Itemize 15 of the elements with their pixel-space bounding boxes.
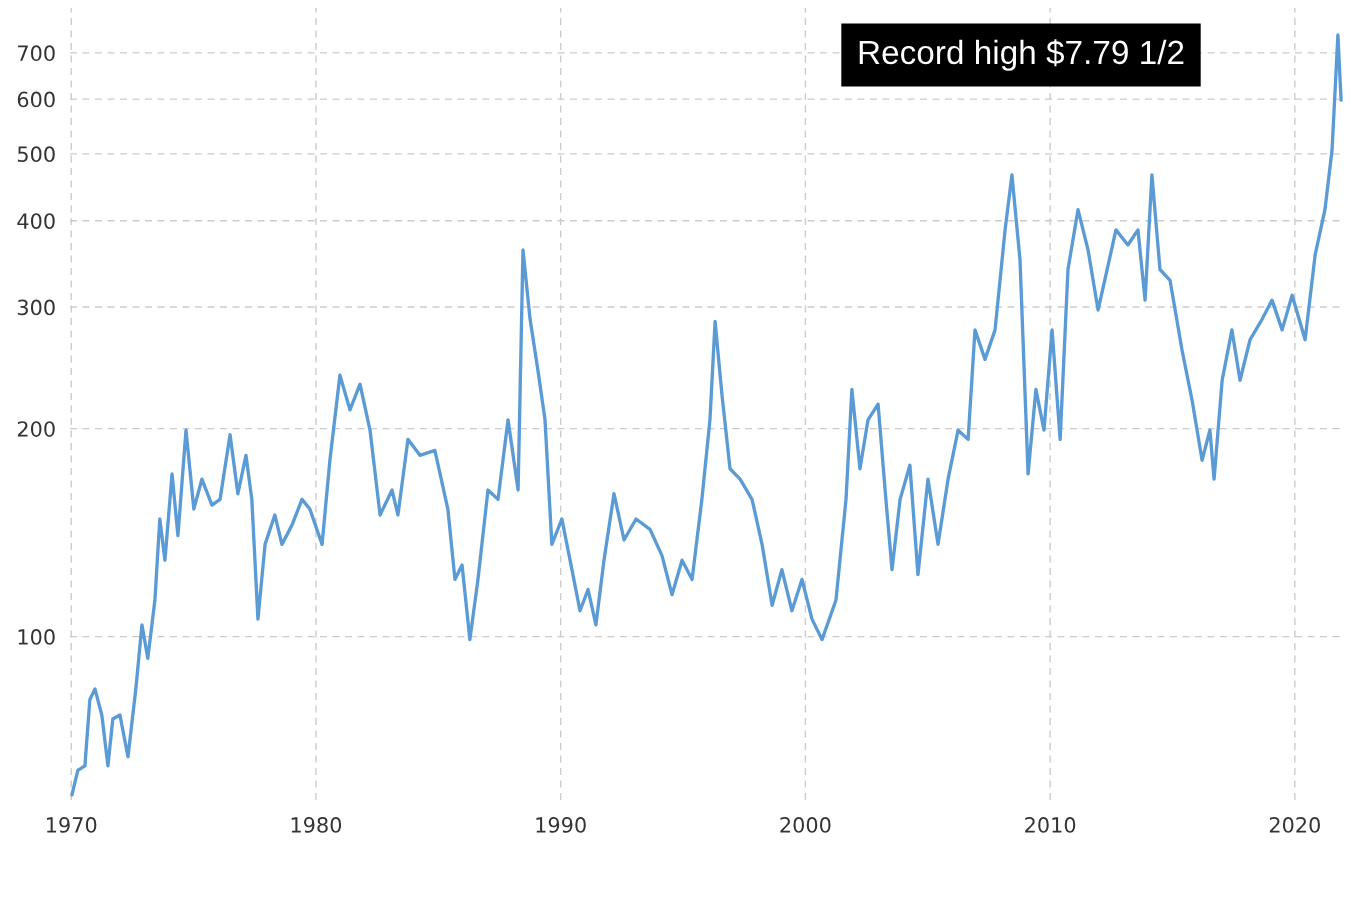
line-series (70, 33, 1343, 797)
y-tick-label: 300 (17, 299, 55, 316)
y-tick-label: 100 (18, 629, 55, 645)
y-tick-label: 400 (17, 213, 55, 229)
y-tick-label: 600 (17, 91, 55, 108)
y-tick-label: 700 (18, 45, 55, 62)
annotation: Record high $7.79 1/2 (859, 39, 1184, 71)
x-tick-label: 2020 (1269, 817, 1320, 833)
x-tick-label: 2010 (1025, 817, 1076, 833)
x-tick-label: 1980 (291, 817, 342, 833)
y-tick-label: 200 (17, 421, 55, 437)
y-tick-label: 500 (17, 146, 55, 163)
x-tick-label: 1990 (536, 817, 586, 833)
x-tick-label: 1970 (47, 817, 97, 833)
x-tick-label: 2000 (780, 817, 831, 833)
